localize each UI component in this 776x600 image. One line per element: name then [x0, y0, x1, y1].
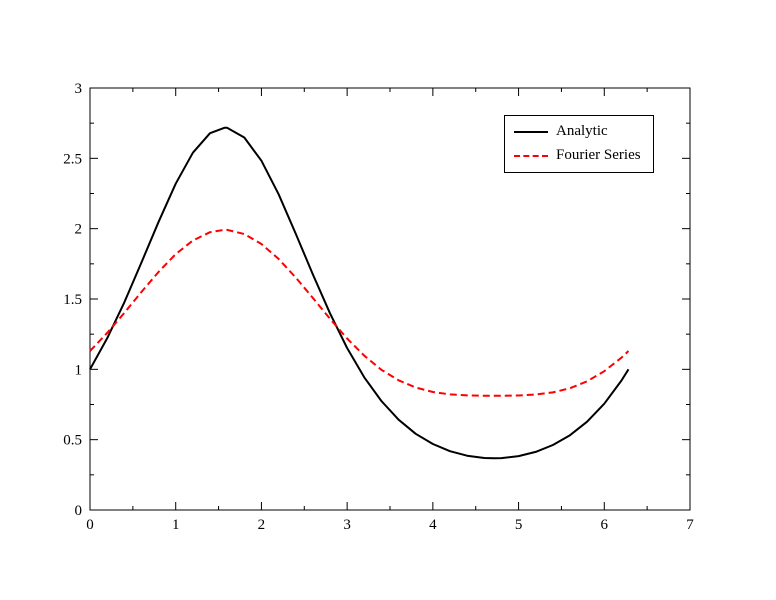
x-tick-label: 2 [258, 517, 266, 533]
analytic-line-sample [514, 130, 548, 133]
y-tick-label: 2.5 [63, 151, 82, 167]
legend-entry-fourier-series: Fourier Series [514, 145, 641, 166]
y-tick-label: 2 [75, 222, 83, 238]
fourier-series-line-sample [514, 154, 548, 157]
x-tick-label: 3 [343, 517, 351, 533]
x-tick-label: 4 [429, 517, 437, 533]
x-tick-label: 7 [686, 517, 694, 533]
x-tick-label: 5 [515, 517, 523, 533]
x-tick-label: 1 [172, 517, 180, 533]
legend: Analytic Fourier Series [504, 115, 654, 173]
y-tick-label: 3 [75, 81, 83, 97]
series-fourier-series [89, 228, 630, 397]
y-tick-label: 0.5 [63, 433, 82, 449]
series-analytic [89, 126, 630, 460]
y-tick-label: 1.5 [63, 292, 82, 308]
x-tick-label: 0 [86, 517, 94, 533]
legend-label-fourier-series: Fourier Series [556, 147, 641, 163]
legend-entry-analytic: Analytic [514, 121, 641, 142]
y-tick-label: 0 [75, 503, 83, 519]
y-tick-label: 1 [75, 362, 83, 378]
legend-label-analytic: Analytic [556, 123, 608, 139]
x-tick-label: 6 [601, 517, 609, 533]
